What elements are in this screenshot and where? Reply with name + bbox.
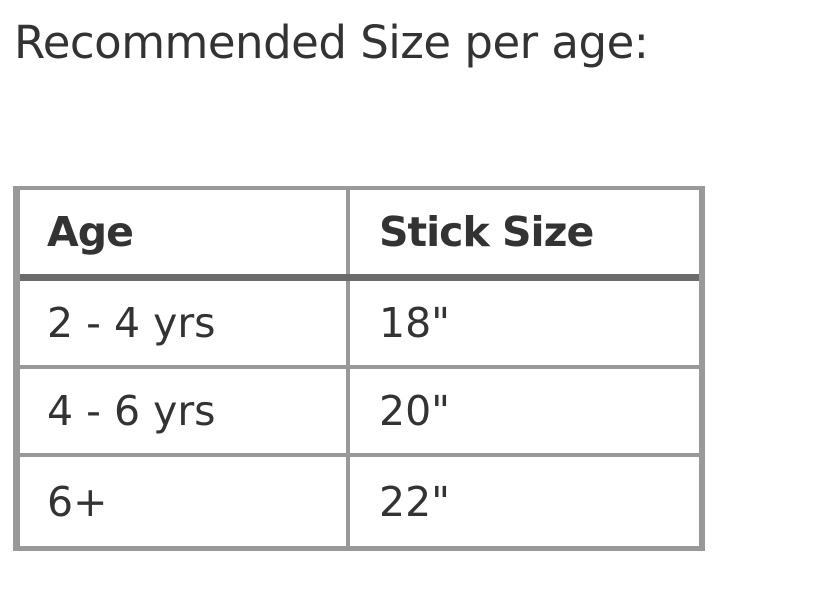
age-cell: 2 - 4 yrs — [20, 281, 350, 365]
size-table: Age Stick Size 2 - 4 yrs 18" 4 - 6 yrs 2… — [13, 186, 705, 551]
size-cell: 22" — [379, 477, 451, 526]
age-cell: 4 - 6 yrs — [20, 369, 350, 453]
table-header-row: Age Stick Size — [20, 190, 699, 281]
table-row: 6+ 22" — [20, 457, 699, 546]
table-row: 4 - 6 yrs 20" — [20, 369, 699, 457]
age-cell: 6+ — [20, 457, 350, 546]
table-row: 2 - 4 yrs 18" — [20, 281, 699, 369]
size-cell: 20" — [379, 387, 451, 435]
header-age: Age — [20, 190, 350, 274]
page-title: Recommended Size per age: — [14, 16, 649, 69]
header-stick-size: Stick Size — [379, 208, 594, 256]
size-cell: 18" — [379, 299, 451, 347]
